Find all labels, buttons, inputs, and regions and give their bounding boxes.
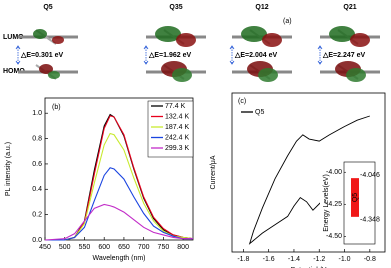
y-tick-label: 1.0	[32, 110, 42, 117]
x-tick-label: -1.0	[339, 256, 351, 263]
delta-e: △E=2.004 eV	[234, 52, 277, 59]
orbital-lobe	[346, 68, 366, 82]
x-tick-label: -1.4	[288, 256, 300, 263]
orbital-lobe	[241, 26, 267, 42]
row-label: HOMO	[3, 68, 25, 75]
column-title: Q35	[169, 4, 182, 11]
orbital-lobe	[172, 68, 192, 82]
orbital-lobe	[258, 68, 278, 82]
y-tick-label: 0.8	[32, 135, 42, 142]
column-title: Q12	[255, 4, 268, 11]
series-line	[248, 115, 370, 245]
plot-frame	[231, 92, 386, 253]
orbital-lobe	[329, 26, 355, 42]
x-tick-label: 650	[118, 244, 130, 251]
x-axis-label: Wavelength (nm)	[92, 255, 145, 262]
panel-label: (b)	[52, 104, 61, 111]
plot-frame	[44, 97, 194, 241]
x-tick-label: -0.8	[364, 256, 376, 263]
series-line	[45, 167, 193, 241]
orbital-lobe	[52, 36, 64, 44]
legend-label: 242.4 K	[165, 134, 189, 141]
x-tick-label: 550	[79, 244, 91, 251]
inset-frame	[343, 161, 376, 245]
y-tick-label: -4.50	[326, 233, 342, 240]
delta-e: △E=2.247 eV	[322, 52, 365, 59]
delta-e: △E=0.301 eV	[20, 52, 63, 59]
series-line	[45, 132, 194, 241]
column-title: Q21	[343, 4, 356, 11]
x-tick-label: 500	[59, 244, 71, 251]
orbital-lobe	[48, 71, 60, 79]
x-tick-label: -1.6	[263, 256, 275, 263]
x-tick-label: 450	[39, 244, 51, 251]
orbital-lobe	[39, 64, 53, 74]
x-tick-label: 750	[158, 244, 170, 251]
legend-label: 132.4 K	[165, 113, 189, 120]
energy-bar	[351, 178, 359, 217]
y-tick-label: 0.4	[32, 186, 42, 193]
legend-label: 299.3 K	[165, 145, 189, 152]
y-tick-label: 0.6	[32, 161, 42, 168]
y-axis-label: Current/μA	[210, 155, 217, 189]
arrow-head	[317, 45, 323, 65]
series-line	[44, 203, 193, 241]
value-label: -4.348	[360, 217, 380, 224]
legend-label: 187.4 K	[165, 124, 189, 131]
y-axis-label: PL intensity (a.u.)	[5, 142, 12, 196]
arrow-head	[15, 45, 21, 65]
y-tick-label: 0.2	[32, 211, 42, 218]
orbital-lobe	[176, 33, 196, 47]
orbital-lobe	[350, 33, 370, 47]
bar-label: Q5	[352, 193, 359, 202]
orbital-lobe	[155, 26, 181, 42]
column-title: Q5	[43, 4, 52, 11]
y-tick-label: -4.00	[326, 169, 342, 176]
panel-label: (a)	[283, 18, 292, 25]
x-tick-label: 600	[98, 244, 110, 251]
x-tick-label: 700	[138, 244, 150, 251]
legend-label: Q5	[255, 109, 264, 116]
y-tick-label: 0.0	[32, 237, 42, 244]
inset-background	[320, 160, 377, 246]
orbital-lobe	[262, 33, 282, 47]
panel-label: (c)	[238, 98, 246, 105]
x-tick-label: -1.2	[313, 256, 325, 263]
row-label: LUMO	[3, 34, 24, 41]
x-tick-label: 800	[177, 244, 189, 251]
x-tick-label: -1.8	[237, 256, 249, 263]
delta-e: △E=1.962 eV	[148, 52, 191, 59]
y-tick-label: -4.25	[326, 201, 342, 208]
arrow-head	[143, 45, 149, 65]
x-axis-label: Potential /V	[291, 267, 327, 268]
arrow-head	[229, 45, 235, 65]
y-axis-label: Energy Levels(eV)	[323, 174, 330, 232]
orbital-lobe	[33, 29, 47, 39]
legend-label: 77.4 K	[165, 103, 186, 110]
value-label: -4.046	[360, 172, 380, 179]
